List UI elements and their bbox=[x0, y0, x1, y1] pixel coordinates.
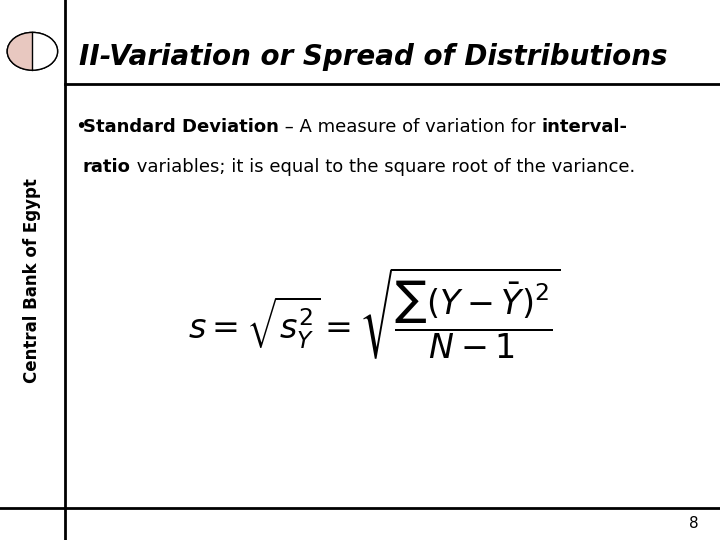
Wedge shape bbox=[7, 32, 32, 70]
FancyBboxPatch shape bbox=[65, 0, 720, 540]
Text: – A measure of variation for: – A measure of variation for bbox=[279, 118, 541, 136]
Text: 8: 8 bbox=[689, 516, 698, 531]
Text: Standard Deviation: Standard Deviation bbox=[83, 118, 279, 136]
Text: $s = \sqrt{s_Y^2} = \sqrt{\dfrac{\sum(Y - \bar{Y})^2}{N-1}}$: $s = \sqrt{s_Y^2} = \sqrt{\dfrac{\sum(Y … bbox=[188, 265, 561, 361]
Text: ratio: ratio bbox=[83, 158, 130, 177]
FancyBboxPatch shape bbox=[0, 0, 65, 540]
Text: interval-: interval- bbox=[541, 118, 627, 136]
Text: II-Variation or Spread of Distributions: II-Variation or Spread of Distributions bbox=[79, 43, 667, 71]
Circle shape bbox=[7, 32, 58, 70]
Text: •: • bbox=[76, 117, 87, 137]
Text: Central Bank of Egypt: Central Bank of Egypt bbox=[23, 178, 42, 383]
Wedge shape bbox=[32, 32, 58, 70]
Text: variables; it is equal to the square root of the variance.: variables; it is equal to the square roo… bbox=[130, 158, 635, 177]
